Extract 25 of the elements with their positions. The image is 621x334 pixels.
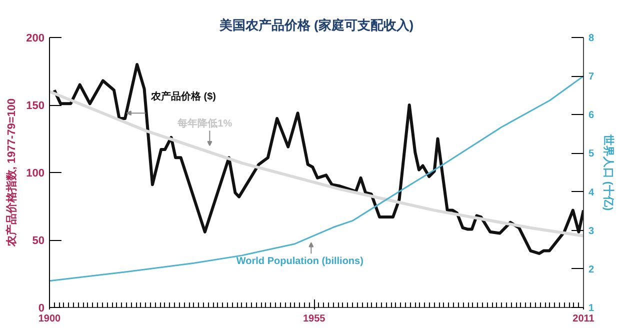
x-tick-label: 1955 <box>302 314 326 324</box>
line-series <box>50 75 584 282</box>
series-label: 农产品价格 ($) <box>150 90 216 102</box>
series-label: 每年降低1% <box>176 117 232 130</box>
y2-tick-label: 2 <box>588 264 594 276</box>
y-tick-label: 100 <box>26 168 45 180</box>
chart-title: 美国农产品价格 (家庭可支配收入) <box>218 18 414 32</box>
line-series <box>50 90 584 238</box>
y-tick-label: 150 <box>26 100 45 112</box>
y-tick-label: 50 <box>32 235 45 247</box>
y2-tick-label: 8 <box>588 33 594 44</box>
y2-tick-label: 6 <box>588 110 594 122</box>
x-tick-label: 1900 <box>38 314 62 324</box>
y2-tick-label: 3 <box>588 226 594 237</box>
y-axis-title: 农产品价格指数, 1977-79=100 <box>5 98 18 248</box>
y2-axis-title: 世界人口 (十亿) <box>602 133 616 212</box>
y-tick-label: 0 <box>38 302 45 314</box>
x-tick-label: 2011 <box>572 314 595 324</box>
series-label: World Population (billions) <box>236 256 364 267</box>
y2-tick-label: 4 <box>588 187 594 198</box>
y2-tick-label: 5 <box>588 148 594 160</box>
line-series <box>52 63 584 255</box>
y2-tick-label: 7 <box>588 72 594 83</box>
y2-tick-label: 1 <box>588 303 594 314</box>
y-tick-label: 200 <box>26 32 45 44</box>
